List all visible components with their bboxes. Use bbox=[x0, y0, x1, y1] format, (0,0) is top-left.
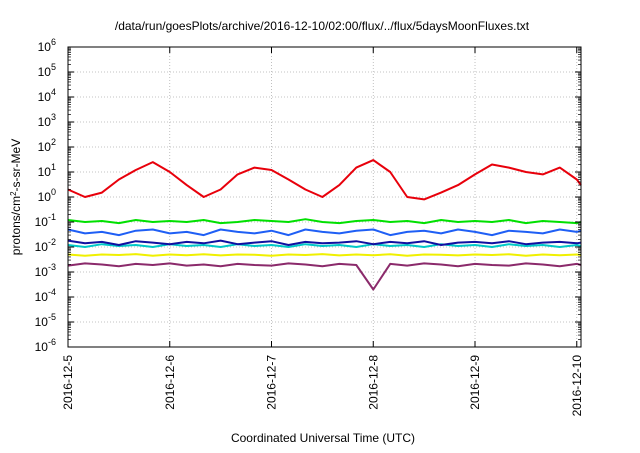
y-tick-label-exp: 2 bbox=[51, 137, 56, 147]
y-tick-label-exp: -1 bbox=[48, 212, 56, 222]
series-lines bbox=[67, 159, 582, 291]
y-tick-label: 100 bbox=[38, 187, 56, 204]
y-tick-label: 10-6 bbox=[35, 337, 56, 354]
y-tick-label-base: 10 bbox=[38, 140, 52, 154]
y-tick-label-exp: 0 bbox=[51, 187, 56, 197]
x-tick-label: 2016-12-10 bbox=[570, 355, 584, 417]
y-tick-label: 102 bbox=[38, 137, 56, 154]
x-tick-label: 2016-12-7 bbox=[265, 355, 279, 410]
y-tick-labels: 10-610-510-410-310-210-11001011021031041… bbox=[35, 37, 56, 354]
y-tick-label: 103 bbox=[38, 112, 56, 129]
y-tick-label-exp: -2 bbox=[48, 237, 56, 247]
x-axis-label: Coordinated Universal Time (UTC) bbox=[231, 431, 415, 445]
y-tick-label-base: 10 bbox=[38, 40, 52, 54]
y-tick-label: 10-2 bbox=[35, 237, 56, 254]
y-tick-label: 105 bbox=[38, 62, 56, 79]
y-axis-label: protons/cm2-s-sr-MeV bbox=[9, 139, 24, 255]
y-tick-label-exp: 1 bbox=[51, 162, 56, 172]
y-tick-label: 10-5 bbox=[35, 312, 56, 329]
y-tick-label-base: 10 bbox=[35, 315, 49, 329]
y-tick-label-base: 10 bbox=[35, 340, 49, 354]
y-tick-label-exp: 5 bbox=[51, 62, 56, 72]
y-tick-label-exp: 3 bbox=[51, 112, 56, 122]
series-line-5 bbox=[67, 253, 582, 257]
series-line-4 bbox=[67, 239, 582, 246]
y-axis-label-base: protons/cm bbox=[9, 196, 23, 255]
y-tick-label: 10-1 bbox=[35, 212, 56, 229]
y-tick-label: 10-4 bbox=[35, 287, 56, 304]
y-tick-label: 104 bbox=[38, 87, 56, 104]
y-tick-label-exp: 6 bbox=[51, 37, 56, 47]
y-tick-label-base: 10 bbox=[35, 240, 49, 254]
y-tick-label-exp: -4 bbox=[48, 287, 56, 297]
y-tick-label-exp: -3 bbox=[48, 262, 56, 272]
axis-ticks bbox=[67, 46, 581, 348]
series-line-6 bbox=[67, 262, 582, 291]
y-tick-label-base: 10 bbox=[38, 165, 52, 179]
y-tick-label-base: 10 bbox=[35, 290, 49, 304]
y-tick-label-base: 10 bbox=[38, 90, 52, 104]
series-line-2 bbox=[67, 228, 582, 237]
x-tick-labels: 2016-12-5 2016-12-6 2016-12-7 2016-12-8 2016… bbox=[61, 355, 584, 417]
y-tick-label: 10-3 bbox=[35, 262, 56, 279]
y-tick-label: 106 bbox=[38, 37, 56, 54]
y-tick-label-base: 10 bbox=[38, 190, 52, 204]
y-tick-label-exp: -5 bbox=[48, 312, 56, 322]
y-tick-label-base: 10 bbox=[35, 265, 49, 279]
x-tick-label: 2016-12-9 bbox=[468, 355, 482, 410]
y-tick-label-base: 10 bbox=[38, 115, 52, 129]
y-tick-label-base: 10 bbox=[38, 65, 52, 79]
plot-frame bbox=[67, 46, 582, 348]
x-tick-label: 2016-12-8 bbox=[366, 355, 380, 410]
y-axis-label-sup: 2 bbox=[9, 191, 18, 196]
y-tick-label: 101 bbox=[38, 162, 56, 179]
grid-lines bbox=[68, 47, 581, 347]
y-tick-label-base: 10 bbox=[35, 215, 49, 229]
x-tick-label: 2016-12-5 bbox=[61, 355, 75, 410]
series-line-0 bbox=[67, 159, 582, 201]
y-tick-label-exp: 4 bbox=[51, 87, 56, 97]
y-tick-label-exp: -6 bbox=[48, 337, 56, 347]
series-line-1 bbox=[67, 218, 582, 225]
y-axis-label-rest: -s-sr-MeV bbox=[9, 139, 23, 192]
series-line-3 bbox=[67, 243, 582, 248]
chart-title: /data/run/goesPlots/archive/2016-12-10/0… bbox=[115, 19, 530, 33]
x-tick-label: 2016-12-6 bbox=[163, 355, 177, 410]
